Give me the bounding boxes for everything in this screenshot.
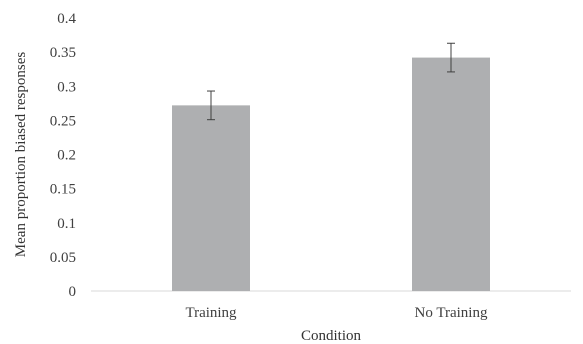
x-axis-title: Condition <box>301 328 362 344</box>
error-bar <box>447 42 455 73</box>
y-tick-label: 0.2 <box>57 148 76 164</box>
error-bars <box>207 42 455 121</box>
bars <box>172 57 490 292</box>
y-tick-label: 0.35 <box>50 45 76 61</box>
y-tick-label: 0.15 <box>50 182 76 198</box>
y-tick-label: 0.05 <box>50 250 76 266</box>
error-bar <box>207 90 215 121</box>
y-tick-label: 0.4 <box>57 11 76 27</box>
category-labels: Training No Training <box>185 305 488 321</box>
y-tick-label: 0.25 <box>50 113 76 129</box>
y-tick-label: 0.3 <box>57 79 76 95</box>
y-tick-label: 0.1 <box>57 216 76 232</box>
bar <box>412 57 490 292</box>
y-tick-label: 0 <box>69 284 77 300</box>
x-category-label: Training <box>185 305 237 321</box>
y-axis-title: Mean proportion biased responses <box>13 52 29 258</box>
x-category-label: No Training <box>415 305 488 321</box>
y-axis-ticks: 0 0.05 0.1 0.15 0.2 0.25 0.3 0.35 0.4 <box>50 11 77 300</box>
bar <box>172 105 250 291</box>
